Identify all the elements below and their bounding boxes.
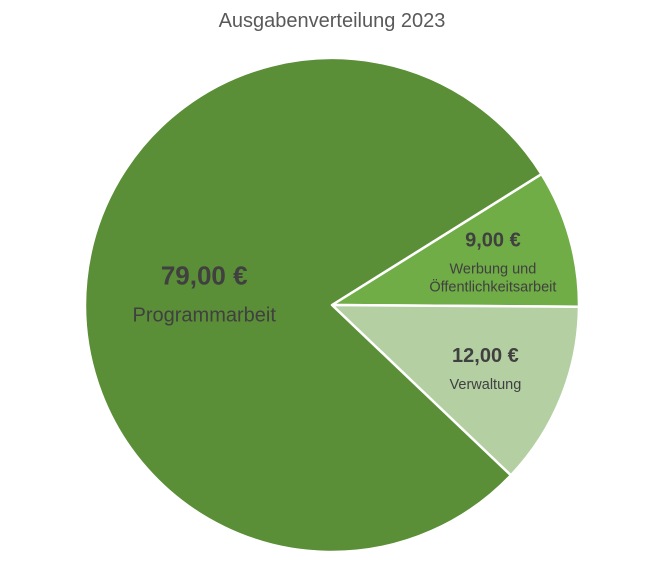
data-label-category: Werbung und <box>450 262 537 278</box>
data-label-value: 9,00 € <box>465 230 521 252</box>
data-label-value: 79,00 € <box>161 261 248 291</box>
pie-slice-werbung-und-öffentlichkeitsarbeit <box>330 172 581 308</box>
pie-slice-verwaltung <box>330 303 581 477</box>
data-label-value: 12,00 € <box>452 345 519 367</box>
data-label-category: Verwaltung <box>450 377 522 393</box>
data-label-category: Programmarbeit <box>133 304 277 326</box>
chart-title: Ausgabenverteilung 2023 <box>218 10 446 32</box>
pie-slice-programmarbeit <box>83 56 543 554</box>
data-label-category: Öffentlichkeitsarbeit <box>429 278 556 296</box>
